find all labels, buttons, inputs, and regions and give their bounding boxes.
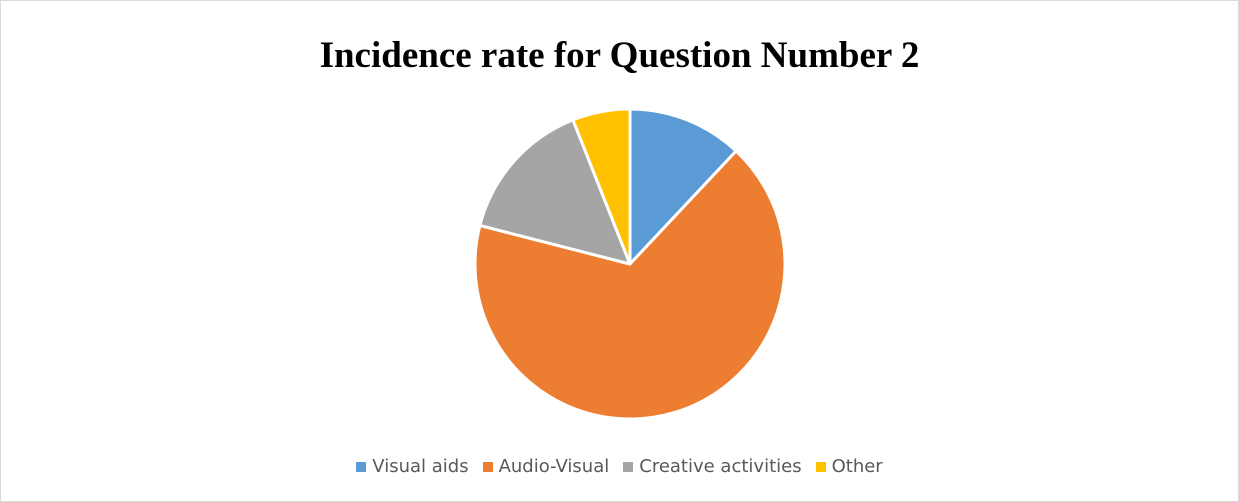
legend-item-audio-visual: Audio-Visual xyxy=(482,456,610,477)
legend-item-other: Other xyxy=(815,456,883,477)
pie-slice-audio-visual xyxy=(473,149,787,421)
legend-swatch-creative-activities xyxy=(623,461,634,472)
legend-label-other: Other xyxy=(831,456,883,477)
legend-item-creative-activities: Creative activities xyxy=(623,456,802,477)
legend-item-visual-aids: Visual aids xyxy=(356,456,469,477)
legend-label-visual-aids: Visual aids xyxy=(372,456,469,477)
legend-swatch-audio-visual xyxy=(482,461,493,472)
chart-title: Incidence rate for Question Number 2 xyxy=(319,35,920,76)
pie-slice-creative-activities xyxy=(478,118,632,266)
legend-label-audio-visual: Audio-Visual xyxy=(498,456,610,477)
legend-swatch-other xyxy=(815,461,826,472)
pie-slice-visual-aids xyxy=(628,107,738,266)
pie-slice-other xyxy=(571,107,632,266)
legend-swatch-visual-aids xyxy=(356,461,367,472)
chart-legend: Visual aids Audio-Visual Creative activiti… xyxy=(1,456,1238,477)
legend-label-creative-activities: Creative activities xyxy=(639,456,802,477)
